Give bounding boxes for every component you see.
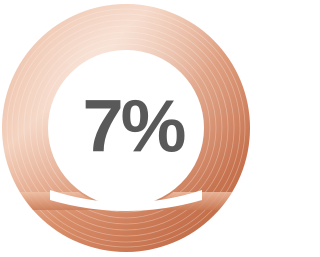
copper-ring-badge: 7% <box>0 0 252 257</box>
page: {"badge": {"label": "7%"}} <box>0 0 252 257</box>
badge-label: 7% <box>83 85 185 168</box>
